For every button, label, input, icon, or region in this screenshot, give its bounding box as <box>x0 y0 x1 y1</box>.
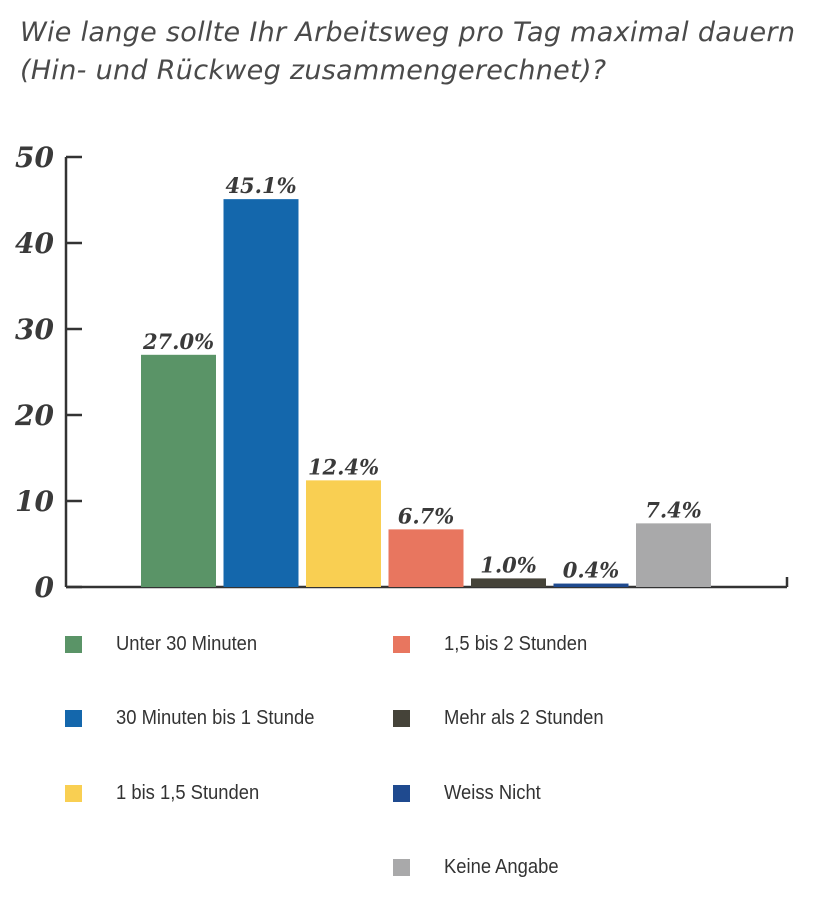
legend-swatch <box>393 784 410 802</box>
legend-label: Unter 30 Minuten <box>116 632 258 655</box>
y-tick-label: 40 <box>15 227 54 260</box>
data-label: 0.4% <box>563 558 620 583</box>
bar <box>141 354 216 587</box>
legend-item: 30 Minuten bis 1 Stunde <box>65 706 332 730</box>
data-label: 27.0% <box>142 329 214 354</box>
legend-item: Unter 30 Minuten <box>65 632 269 656</box>
legend-label: Weiss Nicht <box>444 781 541 804</box>
legend-swatch <box>65 784 82 802</box>
legend-item: 1 bis 1,5 Stunden <box>65 781 272 805</box>
data-labels: 27.0% 45.1% 12.4% 6.7% 1.0% 0.4% 7.4% <box>142 173 702 582</box>
chart-title: Wie lange sollte Ihr Arbeitsweg pro Tag … <box>20 17 796 86</box>
bars <box>141 199 711 587</box>
y-tick-label: 30 <box>15 313 54 346</box>
bar <box>388 529 464 587</box>
legend-swatch <box>65 635 82 653</box>
legend-label: 30 Minuten bis 1 Stunde <box>116 706 315 729</box>
bar <box>553 583 629 587</box>
data-label: 7.4% <box>645 497 702 522</box>
legend-label: 1,5 bis 2 Stunden <box>444 632 588 655</box>
legend-item: Weiss Nicht <box>393 781 549 805</box>
legend-item: Mehr als 2 Stunden <box>393 706 617 730</box>
data-label: 1.0% <box>480 552 537 577</box>
data-label: 12.4% <box>308 454 379 479</box>
legend-swatch <box>393 858 410 876</box>
data-label: 6.7% <box>398 503 455 528</box>
legend-swatch <box>393 709 410 727</box>
y-tick-label: 0 <box>35 571 55 604</box>
bar <box>636 523 711 587</box>
legend-label: 1 bis 1,5 Stunden <box>116 781 260 804</box>
data-label: 45.1% <box>225 173 296 198</box>
axes: 0 10 20 30 40 50 <box>14 141 789 604</box>
y-tick-label: 10 <box>15 485 54 518</box>
y-tick-label: 50 <box>15 141 54 174</box>
legend-swatch <box>393 635 410 653</box>
legend-label: Mehr als 2 Stunden <box>444 706 604 729</box>
legend-item: 1,5 bis 2 Stunden <box>393 632 600 656</box>
bar-chart: 0 10 20 30 40 50 27.0% 45.1% 12.4% 6.7% 1.0% 0.4% 7… <box>14 141 789 604</box>
bar <box>471 578 546 587</box>
legend-item: Keine Angabe <box>393 855 569 879</box>
y-tick-label: 20 <box>14 399 54 432</box>
bar <box>306 480 381 587</box>
legend-swatch <box>65 709 82 727</box>
legend-label: Keine Angabe <box>444 855 559 878</box>
bar <box>223 199 299 587</box>
